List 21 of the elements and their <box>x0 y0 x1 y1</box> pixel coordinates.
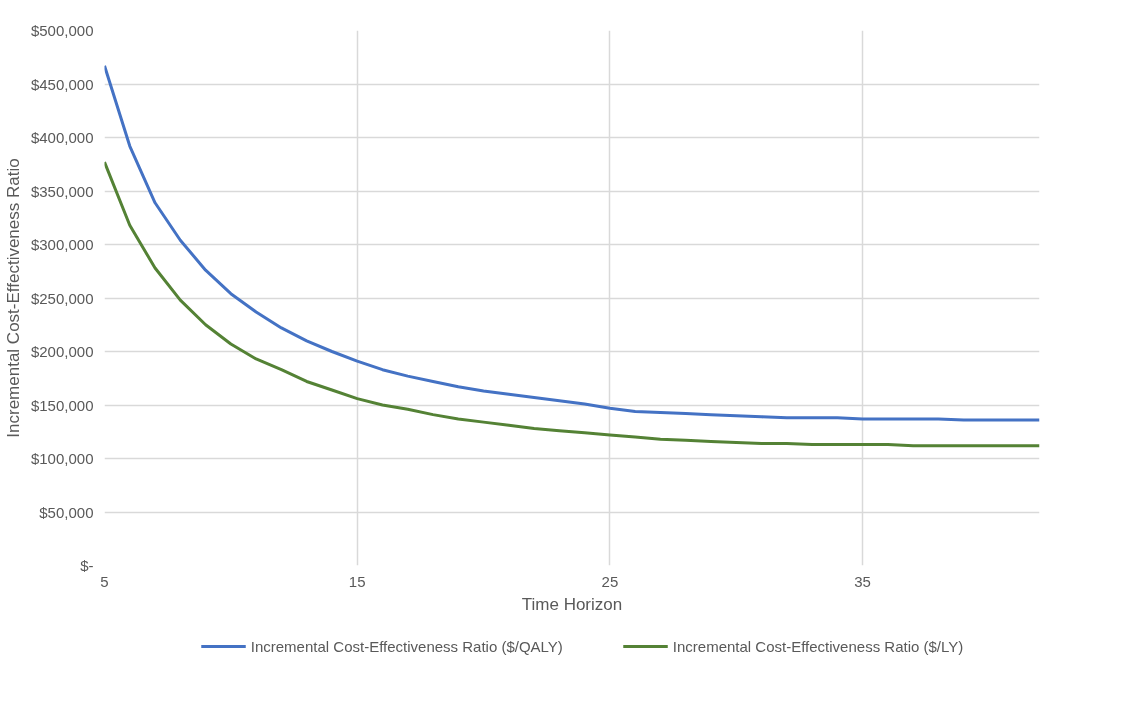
x-tick-label: 5 <box>100 572 109 590</box>
y-tick-label: $350,000 <box>30 182 94 200</box>
x-tick-label: 25 <box>601 572 619 590</box>
line-series <box>104 64 1040 422</box>
y-tick-label: $50,000 <box>39 503 94 521</box>
legend-label: Incremental Cost-Effectiveness Ratio ($/LY) <box>672 637 964 655</box>
y-tick-label: $150,000 <box>30 396 94 414</box>
legend-label: Incremental Cost-Effectiveness Ratio ($/QALY) <box>250 637 563 655</box>
y-tick-label: $250,000 <box>30 289 94 307</box>
x-tick-label: 15 <box>348 572 366 590</box>
y-tick-label: $400,000 <box>30 129 94 146</box>
y-tick-label: $500,000 <box>30 22 94 39</box>
x-axis-title: Time Horizon <box>521 594 623 614</box>
y-tick-label: $200,000 <box>30 343 94 360</box>
y-tick-label: $- <box>80 557 94 574</box>
y-tick-label: $100,000 <box>30 450 94 467</box>
line-series <box>104 160 1040 448</box>
x-tick-label: 35 <box>854 572 871 590</box>
y-tick-label: $450,000 <box>30 75 94 93</box>
y-tick-label: $300,000 <box>30 236 94 253</box>
y-axis-title: Incremental Cost-Effectiveness Ratio <box>3 158 23 438</box>
